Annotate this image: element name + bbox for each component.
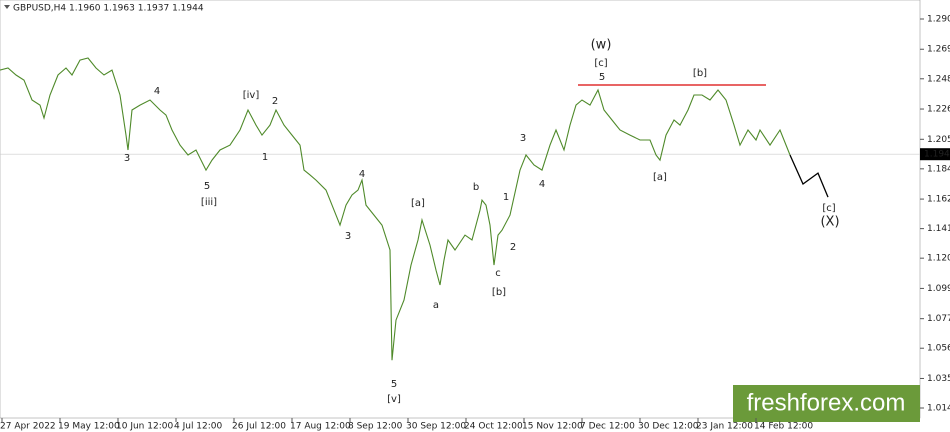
x-tick-label: 27 Apr 2022	[0, 422, 56, 432]
projection-line	[789, 154, 829, 198]
wave-label: 1	[503, 192, 509, 203]
wave-label: [c]	[594, 58, 607, 69]
x-tick-label: 19 May 12:00	[58, 422, 120, 432]
wave-label: 3	[520, 133, 526, 144]
y-tick-label: 1.184	[927, 164, 950, 174]
x-tick-label: 24 Oct 12:00	[464, 422, 523, 432]
y-tick-label: 1.1415	[927, 224, 950, 234]
x-tick-label: 4 Jul 12:00	[174, 422, 223, 432]
wave-label: 2	[510, 242, 516, 253]
wave-label: b	[473, 182, 479, 193]
y-tick-label: 1.099	[927, 284, 950, 294]
wave-label: c	[495, 268, 501, 279]
chart-title: GBPUSD,H4 1.1960 1.1963 1.1937 1.1944	[13, 4, 204, 14]
y-tick-label: 1.269	[927, 45, 950, 55]
x-tick-label: 7 Dec 12:00	[580, 422, 635, 432]
wave-label: 4	[539, 179, 545, 190]
x-tick-label: 15 Nov 12:00	[522, 422, 583, 432]
wave-label: [iv]	[243, 90, 260, 101]
x-tick-label: 23 Jan 12:00	[696, 422, 753, 432]
watermark: freshforex.com	[747, 389, 906, 416]
y-tick-label: 1.205	[927, 135, 950, 145]
wave-label: [c]	[822, 203, 835, 214]
wave-label: 5	[599, 72, 605, 83]
wave-label: 4	[359, 169, 365, 180]
wave-label: a	[433, 300, 439, 311]
watermark-box	[733, 385, 920, 422]
y-tick-label: 1.2265	[927, 105, 950, 115]
wave-label: [a]	[411, 198, 425, 209]
wave-label: 3	[345, 231, 351, 242]
y-tick-label: 1.0775	[927, 314, 950, 324]
plot-area	[0, 0, 921, 419]
wave-label: [iii]	[201, 197, 217, 208]
wave-label: 4	[154, 86, 160, 97]
wave-label: 2	[272, 96, 278, 107]
wave-label: [a]	[653, 172, 667, 183]
y-tick-label: 1.014	[927, 404, 950, 414]
wave-label: 5	[391, 379, 397, 390]
symbol-icon	[4, 5, 10, 9]
wave-label: [b]	[693, 68, 707, 79]
x-tick-label: 30 Sep 12:00	[406, 422, 466, 432]
last-price-box	[920, 148, 950, 161]
wave-label: 3	[124, 153, 130, 164]
x-tick-label: 30 Dec 12:00	[638, 422, 699, 432]
price-line	[0, 57, 791, 361]
x-tick-label: 17 Aug 12:00	[290, 422, 351, 432]
wave-label: (w)	[591, 38, 612, 53]
x-tick-label: 8 Sep 12:00	[348, 422, 403, 432]
wave-label: 1	[262, 152, 268, 163]
x-tick-label: 14 Feb 12:00	[754, 422, 813, 432]
wave-label: [b]	[492, 287, 506, 298]
y-tick-label: 1.0565	[927, 344, 950, 354]
y-tick-label: 1.1625	[927, 195, 950, 205]
wave-label: [v]	[387, 394, 401, 405]
y-tick-label: 1.248	[927, 74, 950, 84]
y-tick-label: 1.2905	[927, 14, 950, 24]
y-tick-label: 1.1205	[927, 254, 950, 264]
wave-label: 5	[204, 181, 210, 192]
x-tick-label: 26 Jul 12:00	[232, 422, 286, 432]
y-tick-label: 1.035	[927, 374, 950, 384]
x-tick-label: 10 Jun 12:00	[116, 422, 173, 432]
last-price-label: 1.1944	[924, 150, 950, 160]
wave-label: (X)	[820, 215, 839, 230]
